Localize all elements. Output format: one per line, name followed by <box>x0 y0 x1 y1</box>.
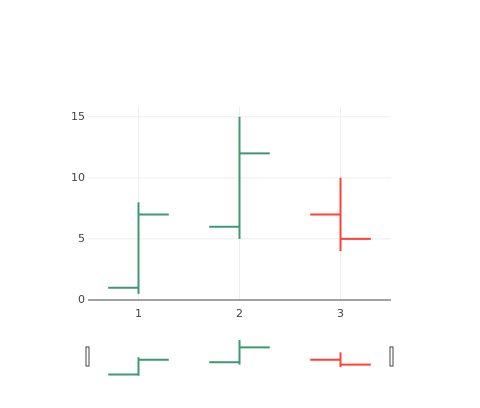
y-tick-label: 0 <box>78 293 85 306</box>
x-tick-label: 2 <box>236 307 243 320</box>
x-tick-label: 1 <box>135 307 142 320</box>
y-tick-label: 15 <box>71 110 85 123</box>
y-tick-label: 10 <box>71 171 85 184</box>
x-tick-label: 3 <box>337 307 344 320</box>
slider-handle[interactable] <box>389 346 394 367</box>
y-tick-label: 5 <box>78 232 85 245</box>
slider-handle[interactable] <box>85 346 90 367</box>
